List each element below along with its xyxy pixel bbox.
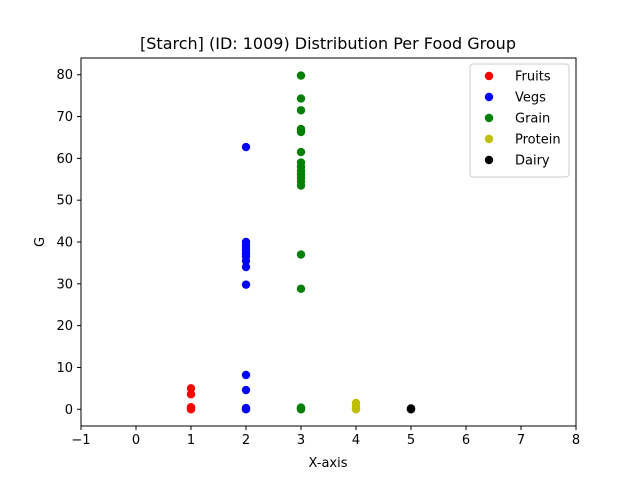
legend: Fruits Vegs Grain Protein Dairy <box>469 63 570 178</box>
data-point <box>186 402 196 412</box>
x-tick-label: 0 <box>132 433 140 448</box>
series-dairy <box>406 404 416 414</box>
y-axis-title: G <box>33 237 48 247</box>
data-point <box>296 94 306 103</box>
series-grain <box>296 71 306 414</box>
data-point <box>241 385 251 395</box>
x-tick-label: 2 <box>242 433 250 448</box>
legend-label-vegs: Vegs <box>515 91 546 106</box>
data-point <box>296 124 306 134</box>
y-tick-label: 10 <box>56 361 73 376</box>
x-axis-title: X-axis <box>309 456 348 471</box>
y-tick-label: 30 <box>56 277 73 292</box>
y-tick-label: 60 <box>56 152 73 167</box>
y-tick-label: 40 <box>56 236 73 251</box>
data-point <box>296 158 306 167</box>
data-point <box>296 404 306 414</box>
data-point <box>406 404 416 413</box>
data-point <box>351 398 361 408</box>
data-point <box>296 250 306 259</box>
x-tick-label: −1 <box>71 433 90 448</box>
y-tick-label: 70 <box>56 110 73 125</box>
legend-marker-protein <box>484 134 494 144</box>
x-tick-label: 4 <box>352 433 360 448</box>
data-point <box>241 280 251 289</box>
x-tick-label: 8 <box>572 433 580 448</box>
data-point <box>241 262 251 272</box>
legend-marker-grain <box>484 113 494 123</box>
data-point <box>296 147 306 157</box>
legend-marker-fruits <box>484 71 494 81</box>
x-tick-label: 7 <box>517 433 525 448</box>
chart-title: [Starch] (ID: 1009) Distribution Per Foo… <box>140 34 516 53</box>
data-point <box>241 370 251 380</box>
data-point <box>241 403 251 413</box>
series-fruits <box>186 384 196 414</box>
series-protein <box>351 398 361 414</box>
legend-label-grain: Grain <box>515 112 550 127</box>
legend-marker-vegs <box>484 92 494 102</box>
x-tick-label: 3 <box>297 433 305 448</box>
y-tick-label: 80 <box>56 68 73 83</box>
legend-label-fruits: Fruits <box>515 70 551 85</box>
y-tick-label: 20 <box>56 319 73 334</box>
legend-label-protein: Protein <box>515 133 561 148</box>
data-point <box>241 142 251 152</box>
data-point <box>241 237 251 247</box>
data-point <box>296 71 306 80</box>
data-point <box>186 384 196 393</box>
y-tick-label: 50 <box>56 194 73 209</box>
x-tick-label: 6 <box>462 433 470 448</box>
legend-box <box>469 63 570 178</box>
series-vegs <box>241 142 251 414</box>
data-point <box>296 106 306 115</box>
legend-marker-dairy <box>484 155 494 165</box>
legend-label-dairy: Dairy <box>515 154 550 169</box>
y-tick-label: 0 <box>65 403 73 418</box>
x-tick-label: 1 <box>187 433 195 448</box>
x-tick-label: 5 <box>407 433 415 448</box>
data-point <box>186 390 196 399</box>
data-point <box>296 284 306 294</box>
